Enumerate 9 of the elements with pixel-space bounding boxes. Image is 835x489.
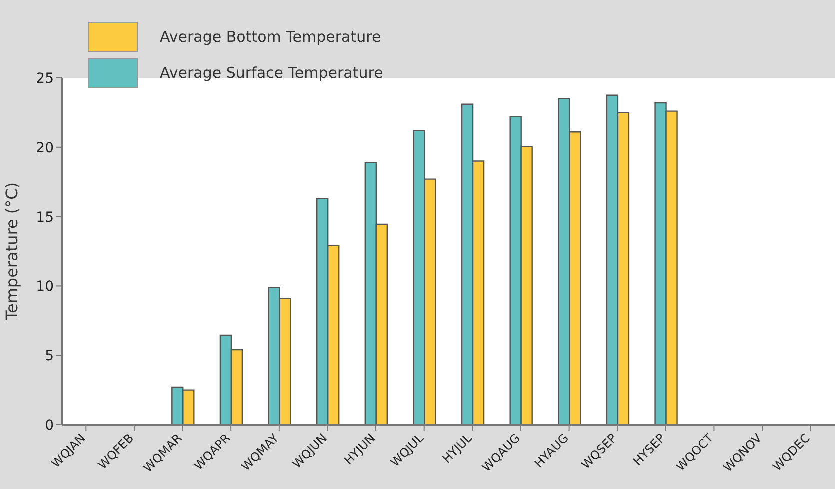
y-tick-label: 15	[36, 210, 54, 226]
y-axis-title: Temperature (°C)	[2, 182, 22, 322]
y-tick-label: 25	[36, 70, 54, 87]
y-tick-label: 20	[36, 140, 54, 156]
y-tick-label: 0	[45, 418, 54, 434]
legend-label: Average Surface Temperature	[160, 64, 384, 82]
legend-label: Average Bottom Temperature	[160, 28, 382, 46]
y-tick-label: 5	[45, 348, 54, 365]
y-tick-label: 10	[36, 279, 54, 296]
